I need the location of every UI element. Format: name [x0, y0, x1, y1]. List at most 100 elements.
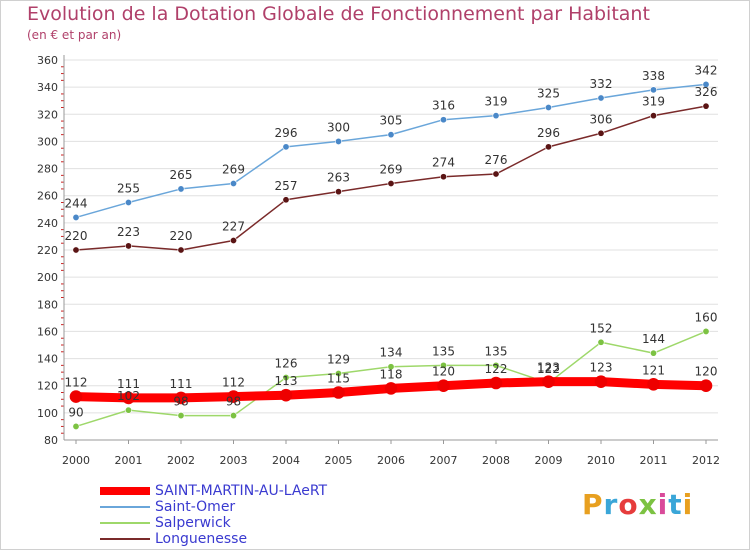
data-point [230, 412, 238, 420]
legend-swatch [100, 506, 150, 508]
y-tick-label: 120 [37, 380, 58, 393]
data-point [332, 386, 345, 399]
logo-letter: r [603, 488, 619, 521]
data-label: 129 [327, 353, 350, 367]
data-label: 123 [537, 361, 560, 375]
y-tick-label: 240 [37, 217, 58, 230]
x-tick-label: 2009 [535, 454, 563, 467]
data-point [647, 378, 660, 391]
data-point [334, 188, 342, 196]
y-tick-label: 180 [37, 298, 58, 311]
data-label: 135 [485, 344, 508, 358]
data-label: 257 [275, 179, 298, 193]
x-tick-label: 2004 [272, 454, 300, 467]
data-point [279, 388, 293, 402]
data-label: 98 [173, 395, 188, 409]
logo-letter: t [668, 488, 683, 521]
data-point [439, 173, 447, 181]
data-label: 296 [275, 126, 298, 140]
x-tick-label: 2007 [430, 454, 458, 467]
data-point [597, 94, 605, 102]
data-point [597, 338, 605, 346]
data-point [174, 391, 188, 405]
x-tick-label: 2005 [325, 454, 353, 467]
x-tick-label: 2001 [115, 454, 143, 467]
chart-subtitle: (en € et par an) [27, 28, 122, 42]
data-label: 160 [695, 310, 718, 324]
data-point [72, 213, 80, 221]
data-label: 319 [485, 95, 508, 109]
y-tick-label: 360 [37, 54, 58, 67]
data-point [72, 246, 80, 254]
data-point [702, 102, 710, 110]
data-label: 102 [117, 389, 140, 403]
data-point [72, 422, 80, 430]
data-point [282, 196, 290, 204]
data-point [439, 116, 447, 124]
data-label: 111 [170, 377, 193, 391]
data-label: 306 [590, 112, 613, 126]
logo-letter: o [618, 488, 639, 521]
data-label: 276 [485, 153, 508, 167]
data-point [439, 361, 447, 369]
data-label: 305 [380, 114, 403, 128]
data-label: 120 [695, 365, 718, 379]
data-label: 263 [327, 171, 350, 185]
logo-letter: i [682, 488, 694, 521]
data-point [387, 180, 395, 188]
data-label: 90 [68, 405, 83, 419]
data-label: 220 [65, 229, 88, 243]
data-point [699, 379, 713, 393]
data-label: 122 [485, 362, 508, 376]
data-label: 300 [327, 120, 350, 134]
data-point [69, 390, 83, 403]
data-point [125, 199, 133, 207]
data-point [702, 80, 710, 88]
data-label: 113 [275, 374, 298, 388]
data-label: 338 [642, 69, 665, 83]
x-tick-label: 2011 [640, 454, 668, 467]
x-tick-label: 2006 [377, 454, 405, 467]
data-point [282, 374, 290, 382]
data-point [489, 376, 503, 390]
data-point [542, 375, 555, 388]
data-label: 126 [275, 357, 298, 371]
data-point [649, 86, 657, 94]
data-label: 332 [590, 77, 613, 91]
data-point [384, 382, 398, 395]
data-point [437, 379, 450, 393]
legend-swatch [100, 522, 150, 524]
y-tick-label: 220 [37, 244, 58, 257]
data-point [594, 375, 608, 388]
x-tick-label: 2000 [62, 454, 90, 467]
data-point [227, 390, 240, 403]
data-point [492, 112, 500, 120]
data-label: 112 [65, 376, 88, 390]
y-tick-label: 200 [37, 271, 58, 284]
data-point [544, 143, 552, 151]
data-label: 118 [380, 367, 403, 381]
logo-letter: P [582, 488, 604, 521]
x-tick-label: 2008 [482, 454, 510, 467]
data-label: 98 [226, 395, 241, 409]
x-tick-label: 2010 [587, 454, 615, 467]
data-label: 134 [380, 346, 403, 360]
proxiti-logo: Proxiti [582, 488, 693, 521]
legend-label: SAINT-MARTIN-AU-LAeRT [155, 483, 328, 499]
data-point [125, 406, 133, 414]
data-point [177, 185, 185, 193]
legend-label: Saint-Omer [155, 499, 236, 515]
x-tick-label: 2002 [167, 454, 195, 467]
data-point [492, 361, 500, 369]
data-point [649, 112, 657, 120]
legend-label: Salperwick [155, 515, 231, 531]
data-label: 135 [432, 344, 455, 358]
data-label: 269 [222, 163, 245, 177]
data-point [125, 242, 133, 250]
legend-label: Longuenesse [155, 531, 248, 547]
data-point [597, 129, 605, 137]
logo-letter: x [638, 488, 658, 521]
y-tick-label: 100 [37, 407, 58, 420]
y-tick-label: 260 [37, 190, 58, 203]
data-label: 120 [432, 365, 455, 379]
